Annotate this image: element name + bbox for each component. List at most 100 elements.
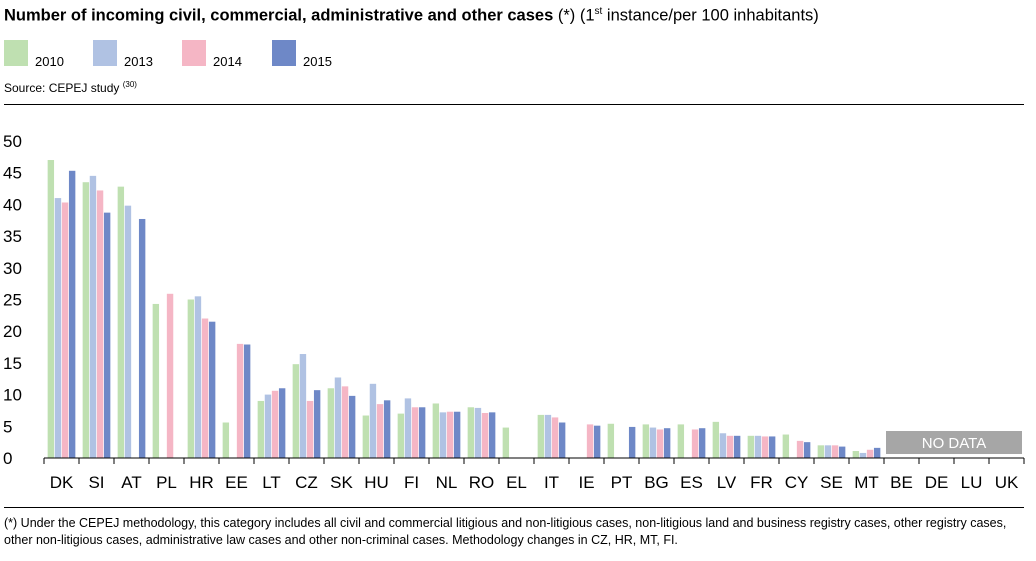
bar-HR-2010 <box>187 299 195 458</box>
header-rule <box>4 104 1024 105</box>
bar-SI-2015 <box>103 212 111 458</box>
bar-FR-2015 <box>768 436 776 458</box>
chart-title-unit-sup: st <box>594 6 603 17</box>
y-tick-label: 45 <box>3 164 22 183</box>
bar-RO-2014 <box>481 412 489 458</box>
y-tick-label: 35 <box>3 227 22 246</box>
bar-BG-2015 <box>663 428 671 458</box>
bar-ES-2014 <box>691 429 699 458</box>
bar-IT-2010 <box>537 414 545 458</box>
x-tick-label-RO: RO <box>469 473 495 492</box>
x-tick-label-DK: DK <box>50 473 74 492</box>
bar-LT-2014 <box>271 390 279 458</box>
bar-SI-2010 <box>82 182 90 458</box>
bar-CY-2014 <box>796 440 804 458</box>
bar-AT-2010 <box>117 186 125 458</box>
x-tick-label-NL: NL <box>436 473 458 492</box>
bar-DK-2013 <box>54 198 62 458</box>
no-data-label: NO DATA <box>922 435 986 452</box>
bar-IT-2013 <box>544 414 552 458</box>
bar-EE-2014 <box>236 343 244 458</box>
x-tick-label-AT: AT <box>121 473 141 492</box>
x-tick-label-PL: PL <box>156 473 177 492</box>
x-tick-label-FI: FI <box>404 473 419 492</box>
bar-SE-2015 <box>838 446 846 458</box>
source-note: Source: CEPEJ study (30) <box>4 80 137 95</box>
bar-AT-2015 <box>138 218 146 458</box>
source-text: Source: CEPEJ study <box>4 81 120 95</box>
chart-title-unit-post: instance/per 100 inhabitants) <box>602 6 819 25</box>
x-tick-label-IE: IE <box>578 473 594 492</box>
bar-LV-2013 <box>719 433 727 458</box>
bar-DK-2010 <box>47 160 55 458</box>
bar-LV-2015 <box>733 435 741 458</box>
x-tick-label-CY: CY <box>785 473 809 492</box>
x-tick-label-SE: SE <box>820 473 843 492</box>
y-tick-label: 0 <box>3 449 12 468</box>
x-tick-label-EL: EL <box>506 473 527 492</box>
bar-AT-2013 <box>124 205 132 458</box>
bar-PT-2010 <box>607 423 615 458</box>
legend-label-2015: 2015 <box>303 54 332 69</box>
bar-LT-2013 <box>264 394 272 458</box>
x-tick-label-IT: IT <box>544 473 559 492</box>
bar-EE-2010 <box>222 422 230 458</box>
chart-title-main: Number of incoming civil, commercial, ad… <box>4 6 554 25</box>
legend-label-2010: 2010 <box>35 54 64 69</box>
x-tick-label-LU: LU <box>961 473 983 492</box>
bar-SK-2010 <box>327 388 335 458</box>
bar-FI-2013 <box>404 398 412 458</box>
bar-HR-2015 <box>208 321 216 458</box>
bar-IT-2014 <box>551 417 559 458</box>
bar-LV-2014 <box>726 435 734 458</box>
legend-swatch-2013 <box>93 40 117 66</box>
bar-RO-2013 <box>474 407 482 458</box>
bar-HU-2015 <box>383 400 391 458</box>
bar-CZ-2015 <box>313 390 321 458</box>
bar-ES-2010 <box>677 424 685 458</box>
y-tick-label: 20 <box>3 322 22 341</box>
bar-MT-2010 <box>852 451 860 458</box>
x-tick-label-DE: DE <box>925 473 949 492</box>
bar-BG-2010 <box>642 424 650 458</box>
bar-SI-2014 <box>96 190 104 458</box>
bar-MT-2015 <box>873 447 881 458</box>
bar-PL-2010 <box>152 303 160 458</box>
bar-NL-2015 <box>453 411 461 458</box>
y-tick-label: 50 <box>3 132 22 151</box>
x-tick-label-MT: MT <box>854 473 879 492</box>
bar-SI-2013 <box>89 175 97 458</box>
bar-FI-2014 <box>411 407 419 458</box>
bar-NL-2014 <box>446 411 454 458</box>
bar-EE-2015 <box>243 344 251 458</box>
bar-HR-2014 <box>201 318 209 458</box>
legend-swatch-2010 <box>4 40 28 66</box>
bar-FI-2015 <box>418 407 426 458</box>
bar-BG-2014 <box>656 429 664 458</box>
bar-SK-2013 <box>334 377 342 458</box>
bar-IT-2015 <box>558 422 566 458</box>
bar-HU-2014 <box>376 404 384 458</box>
legend-swatch-2015 <box>272 40 296 66</box>
x-tick-label-LT: LT <box>262 473 281 492</box>
x-tick-label-ES: ES <box>680 473 703 492</box>
bar-MT-2014 <box>866 449 874 458</box>
bar-HR-2013 <box>194 296 202 458</box>
x-tick-label-SK: SK <box>330 473 353 492</box>
x-tick-label-EE: EE <box>225 473 248 492</box>
bar-ES-2015 <box>698 428 706 458</box>
x-tick-label-PT: PT <box>611 473 633 492</box>
chart-title: Number of incoming civil, commercial, ad… <box>4 6 819 26</box>
bar-HU-2010 <box>362 415 370 458</box>
bar-EL-2010 <box>502 427 510 458</box>
y-tick-label: 5 <box>3 417 12 436</box>
bar-SE-2014 <box>831 445 839 458</box>
x-tick-label-HR: HR <box>189 473 214 492</box>
bar-CY-2015 <box>803 442 811 458</box>
x-tick-label-BE: BE <box>890 473 913 492</box>
bar-CZ-2013 <box>299 354 307 458</box>
footnote: (*) Under the CEPEJ methodology, this ca… <box>4 516 1007 547</box>
bar-LT-2015 <box>278 388 286 458</box>
y-tick-label: 15 <box>3 354 22 373</box>
bar-SE-2010 <box>817 445 825 458</box>
